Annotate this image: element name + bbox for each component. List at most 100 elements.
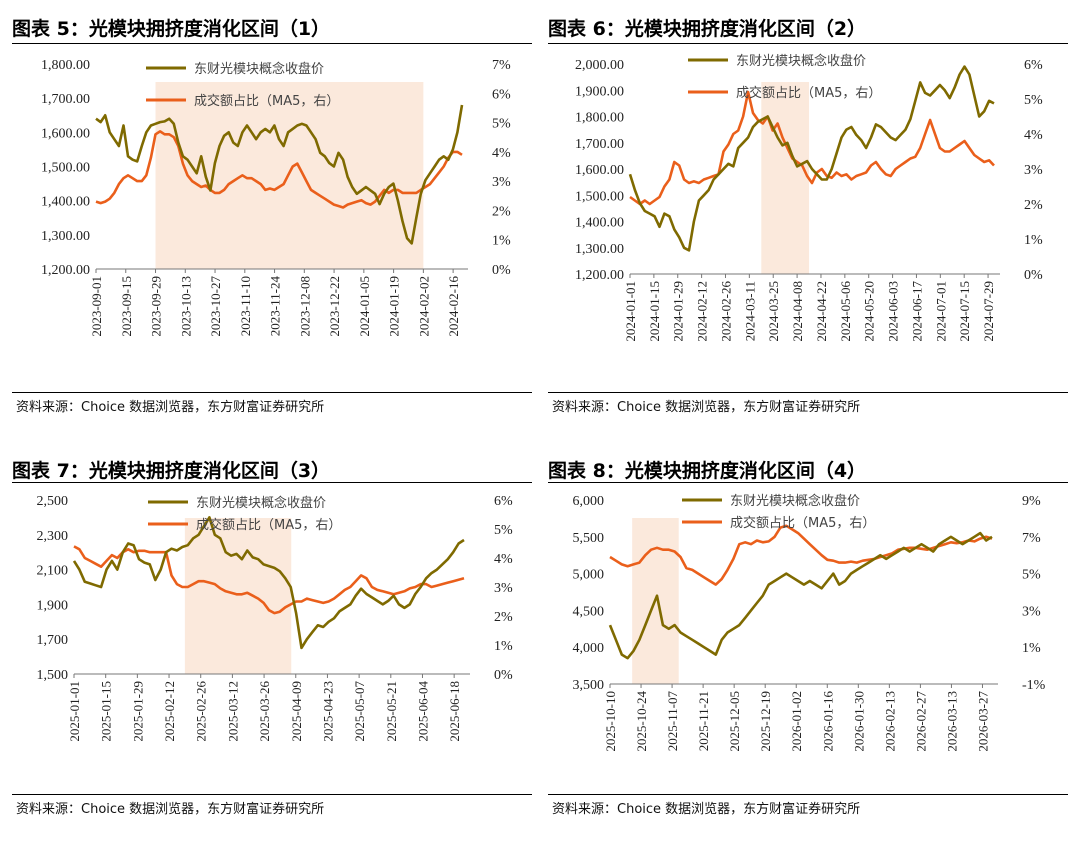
- legend-label-turnover: 成交额占比（MA5，右）: [736, 85, 881, 101]
- y2-tick-label: 2%: [1024, 198, 1043, 213]
- turnover-line: [95, 130, 463, 209]
- title-divider: [12, 43, 532, 44]
- x-tick-label: 2025-04-23: [320, 681, 335, 742]
- x-tick-label: 2025-06-18: [447, 681, 462, 742]
- legend-label-price: 东财光模块概念收盘价: [730, 493, 860, 509]
- legend-label-price: 东财光模块概念收盘价: [194, 61, 324, 77]
- x-tick-label: 2024-01-15: [647, 281, 662, 342]
- y2-tick-label: 7%: [1022, 531, 1041, 546]
- y2-tick-label: 0%: [494, 668, 513, 683]
- y2-tick-label: 4%: [1024, 128, 1043, 143]
- source-note: 资料来源：Choice 数据浏览器，东方财富证券研究所: [552, 802, 861, 817]
- x-tick-label: 2024-07-15: [957, 281, 972, 342]
- shaded-period: [761, 82, 810, 274]
- y2-tick-label: 2%: [492, 204, 511, 219]
- x-tick-label: 2024-02-12: [695, 281, 710, 342]
- x-tick-label: 2023-10-13: [178, 276, 193, 337]
- x-tick-label: 2024-01-19: [387, 276, 402, 337]
- x-tick-label: 2026-01-02: [789, 691, 804, 752]
- x-tick-label: 2024-01-01: [623, 281, 638, 342]
- y2-tick-label: 2%: [494, 610, 513, 625]
- x-tick-label: 2025-04-09: [289, 681, 304, 742]
- y2-tick-label: 3%: [494, 581, 513, 596]
- x-tick-label: 2024-01-05: [357, 276, 372, 337]
- x-tick-label: 2026-02-27: [913, 691, 928, 752]
- x-tick-label: 2025-11-21: [696, 691, 711, 751]
- y-tick-label: 3,500: [573, 678, 605, 693]
- chart-panel-4: 图表 8：光模块拥挤度消化区间（4） 3,500 4,000 4,500 5,000 5…: [548, 450, 1068, 850]
- x-tick-label: 2025-01-01: [67, 681, 82, 742]
- x-tick-label: 2023-09-15: [119, 276, 134, 337]
- x-tick-label: 2026-01-16: [820, 691, 835, 752]
- y2-tick-label: 0%: [1024, 268, 1043, 283]
- y-tick-label: 1,300.00: [41, 229, 90, 244]
- x-tick-label: 2026-02-13: [882, 691, 897, 752]
- x-tick-label: 2024-02-02: [416, 276, 431, 337]
- price-line: [608, 531, 993, 660]
- y-tick-label: 1,900: [37, 598, 69, 613]
- chart-title: 图表 7：光模块拥挤度消化区间（3）: [12, 460, 331, 482]
- y-tick-label: 1,600.00: [41, 126, 90, 141]
- y2-tick-label: 1%: [1022, 641, 1041, 656]
- x-tick-label: 2025-12-05: [727, 691, 742, 752]
- x-tick-label: 2025-03-12: [225, 681, 240, 742]
- x-tick-label: 2024-07-01: [933, 281, 948, 342]
- price-line: [628, 65, 995, 252]
- source-divider: [548, 392, 1068, 393]
- y2-tick-label: 9%: [1022, 494, 1041, 509]
- x-tick-label: 2024-04-22: [814, 281, 829, 342]
- x-tick-label: 2025-02-26: [194, 681, 209, 742]
- legend-label-price: 东财光模块概念收盘价: [196, 495, 326, 511]
- y2-tick-label: 1%: [492, 234, 511, 249]
- x-tick-label: 2024-02-26: [718, 281, 733, 342]
- chart-panel-2: 图表 6：光模块拥挤度消化区间（2） 1,200.00 1,300.00 1,400…: [548, 8, 1068, 415]
- y-tick-label: 2,500: [37, 494, 69, 509]
- price-line: [72, 516, 465, 650]
- x-tick-label: 2026-03-13: [944, 691, 959, 752]
- y-tick-label: 1,400.00: [41, 195, 90, 210]
- x-tick-label: 2023-09-01: [89, 276, 104, 337]
- x-tick-label: 2024-06-17: [909, 281, 924, 342]
- y-tick-label: 1,400.00: [575, 216, 624, 231]
- x-tick-label: 2024-05-20: [862, 281, 877, 342]
- y-tick-label: 1,700.00: [575, 137, 624, 152]
- legend-label-turnover: 成交额占比（MA5，右）: [730, 515, 875, 531]
- y-tick-label: 5,500: [573, 531, 605, 546]
- y2-tick-label: 1%: [494, 639, 513, 654]
- x-tick-label: 2024-05-06: [838, 281, 853, 342]
- y2-tick-label: 6%: [1024, 58, 1043, 73]
- y2-tick-label: 7%: [492, 58, 511, 73]
- x-tick-label: 2024-03-11: [742, 281, 757, 341]
- source-note: 资料来源：Choice 数据浏览器，东方财富证券研究所: [16, 802, 325, 817]
- x-tick-label: 2023-12-22: [327, 276, 342, 337]
- chart-svg: 1,200.00 1,300.00 1,400.00 1,500.00 1,600.00…: [41, 58, 511, 337]
- y-tick-label: 1,500: [37, 668, 69, 683]
- source-note: 资料来源：Choice 数据浏览器，东方财富证券研究所: [552, 400, 861, 415]
- title-divider: [12, 482, 532, 483]
- y-tick-label: 1,200.00: [575, 268, 624, 283]
- y2-tick-label: 0%: [492, 263, 511, 278]
- x-tick-label: 2024-04-08: [790, 281, 805, 342]
- chart-title: 图表 5：光模块拥挤度消化区间（1）: [12, 18, 331, 40]
- y2-tick-label: 3%: [1022, 604, 1041, 619]
- y-tick-label: 6,000: [573, 494, 605, 509]
- y2-tick-label: 5%: [1024, 93, 1043, 108]
- x-tick-label: 2025-02-12: [162, 681, 177, 742]
- y2-tick-label: 5%: [494, 523, 513, 538]
- chart-title: 图表 6：光模块拥挤度消化区间（2）: [548, 18, 867, 40]
- legend-label-turnover: 成交额占比（MA5，右）: [194, 93, 339, 109]
- x-tick-label: 2025-01-29: [130, 681, 145, 742]
- turnover-line: [73, 545, 465, 615]
- y2-tick-label: 4%: [492, 146, 511, 161]
- x-tick-label: 2024-07-29: [981, 281, 996, 342]
- y2-tick-label: 6%: [494, 494, 513, 509]
- source-divider: [548, 794, 1068, 795]
- y2-tick-label: 3%: [1024, 163, 1043, 178]
- legend-label-turnover: 成交额占比（MA5，右）: [196, 517, 341, 533]
- chart-svg: 1,500 1,700 1,900 2,100 2,300 2,500 0% 1% 2% 3% 4%…: [37, 494, 514, 742]
- x-tick-label: 2025-11-07: [665, 691, 680, 752]
- y-tick-label: 1,500.00: [41, 161, 90, 176]
- y-tick-label: 1,700.00: [41, 92, 90, 107]
- chart-panel-1: 图表 5：光模块拥挤度消化区间（1） 1,200.00 1,300.00 1,400…: [12, 8, 532, 415]
- x-tick-label: 2023-09-29: [149, 276, 164, 337]
